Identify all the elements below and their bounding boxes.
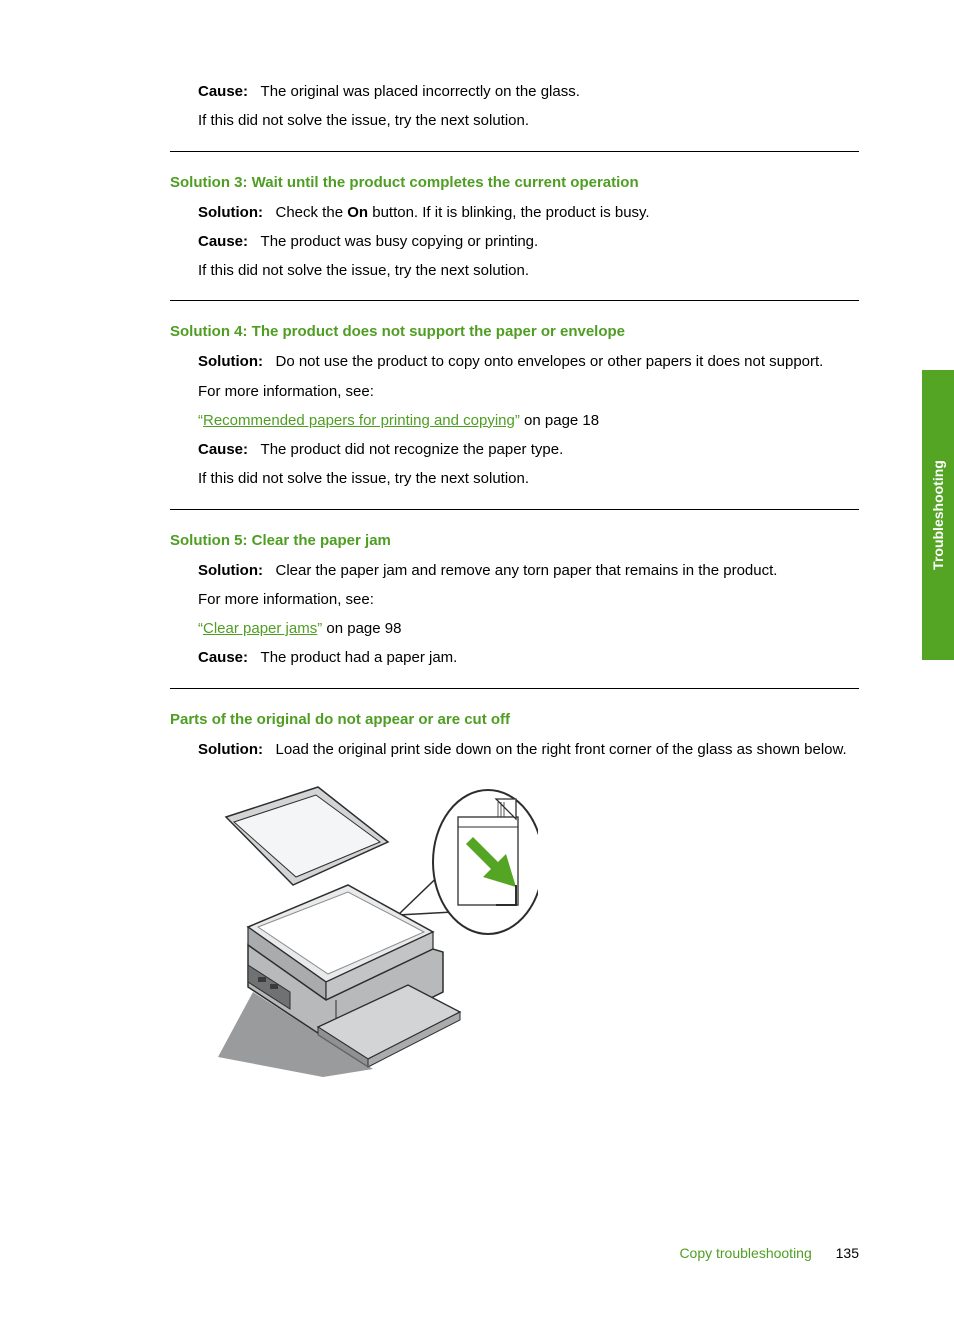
footer-page-number: 135: [836, 1245, 859, 1261]
page-footer: Copy troubleshooting 135: [679, 1245, 859, 1261]
solution-pre: Check the: [276, 204, 348, 221]
clear-paper-jams-link[interactable]: Clear paper jams: [203, 620, 317, 637]
cause-text: The product was busy copying or printing…: [261, 233, 539, 250]
cause-line: Cause: The original was placed incorrect…: [198, 80, 859, 103]
divider: [170, 300, 859, 301]
xref-page: on page 18: [520, 412, 599, 429]
solution5-body: Solution: Clear the paper jam and remove…: [170, 559, 859, 670]
more-info-text: For more information, see:: [198, 380, 859, 403]
page-content: Cause: The original was placed incorrect…: [0, 0, 954, 1142]
cause-line: Cause: The product did not recognize the…: [198, 438, 859, 461]
solution-line: Solution: Check the On button. If it is …: [198, 201, 859, 224]
footer-section: Copy troubleshooting: [679, 1245, 811, 1261]
solution4-heading: Solution 4: The product does not support…: [170, 323, 859, 340]
cause-label: Cause:: [198, 83, 248, 100]
solution-label: Solution:: [198, 204, 263, 221]
solution5-heading: Solution 5: Clear the paper jam: [170, 532, 859, 549]
parts-heading: Parts of the original do not appear or a…: [170, 711, 859, 728]
more-info-text: For more information, see:: [198, 588, 859, 611]
recommended-papers-link[interactable]: Recommended papers for printing and copy…: [203, 412, 515, 429]
solution-line: Solution: Clear the paper jam and remove…: [198, 559, 859, 582]
cause-block-top: Cause: The original was placed incorrect…: [170, 80, 859, 133]
solution-post: button. If it is blinking, the product i…: [368, 204, 650, 221]
cause-line: Cause: The product was busy copying or p…: [198, 230, 859, 253]
divider: [170, 151, 859, 152]
solution-text: Load the original print side down on the…: [276, 741, 847, 758]
cause-text: The product did not recognize the paper …: [261, 441, 564, 458]
solution-line: Solution: Do not use the product to copy…: [198, 350, 859, 373]
parts-body: Solution: Load the original print side d…: [170, 738, 859, 761]
cause-text: The product had a paper jam.: [261, 649, 458, 666]
xref-page: on page 98: [322, 620, 401, 637]
solution-label: Solution:: [198, 741, 263, 758]
cause-line: Cause: The product had a paper jam.: [198, 646, 859, 669]
printer-illustration: [198, 777, 538, 1077]
solution-label: Solution:: [198, 562, 263, 579]
solution4-body: Solution: Do not use the product to copy…: [170, 350, 859, 490]
solution-text: Clear the paper jam and remove any torn …: [276, 562, 778, 579]
cause-label: Cause:: [198, 649, 248, 666]
followup-text: If this did not solve the issue, try the…: [198, 259, 859, 282]
cause-label: Cause:: [198, 441, 248, 458]
solution-line: Solution: Load the original print side d…: [198, 738, 859, 761]
xref-line: “Recommended papers for printing and cop…: [198, 409, 859, 432]
cause-label: Cause:: [198, 233, 248, 250]
solution-label: Solution:: [198, 353, 263, 370]
followup-text: If this did not solve the issue, try the…: [198, 109, 859, 132]
solution3-heading: Solution 3: Wait until the product compl…: [170, 174, 859, 191]
on-button-ref: On: [347, 204, 368, 221]
xref-line: “Clear paper jams” on page 98: [198, 617, 859, 640]
divider: [170, 688, 859, 689]
followup-text: If this did not solve the issue, try the…: [198, 467, 859, 490]
solution3-body: Solution: Check the On button. If it is …: [170, 201, 859, 283]
cause-text: The original was placed incorrectly on t…: [261, 83, 580, 100]
solution-text: Do not use the product to copy onto enve…: [276, 353, 824, 370]
divider: [170, 509, 859, 510]
